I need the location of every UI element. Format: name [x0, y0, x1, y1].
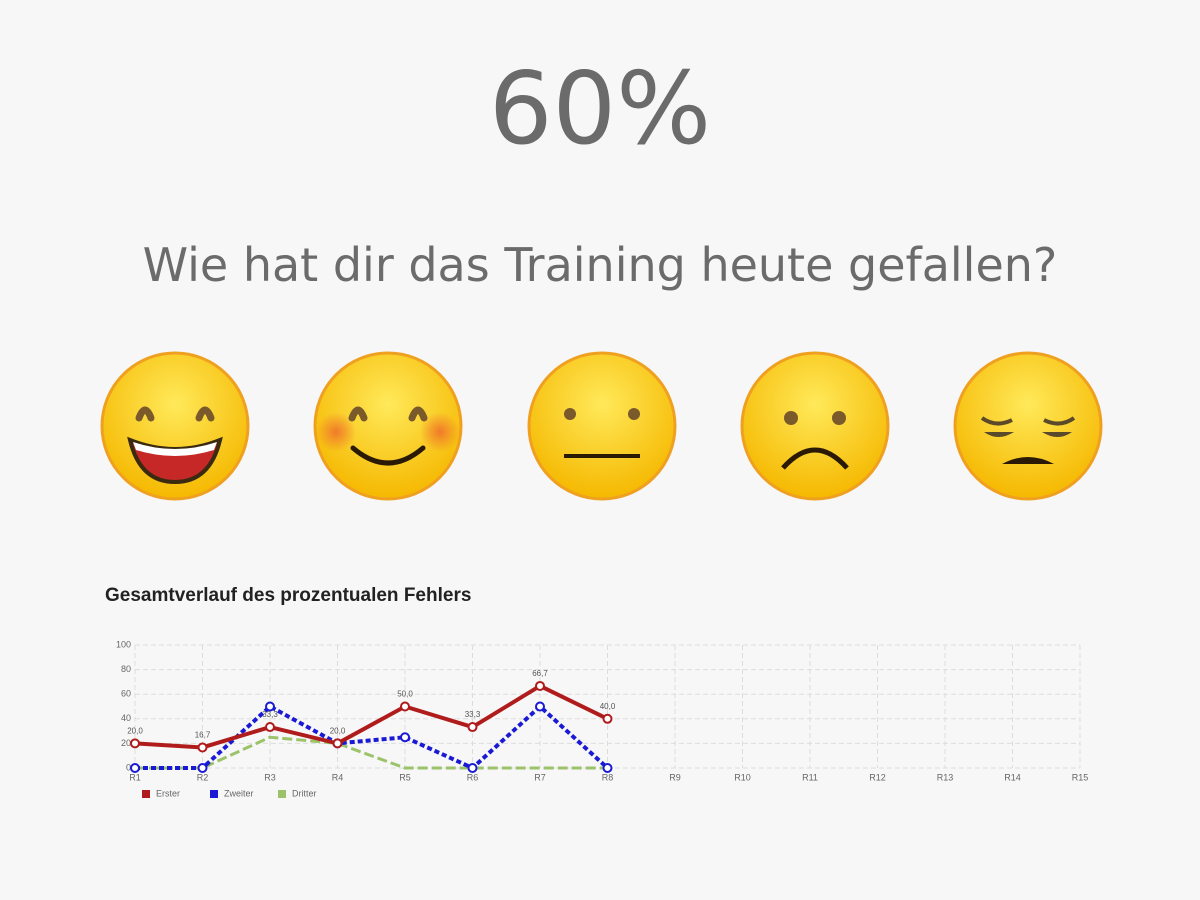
data-point [197, 763, 208, 773]
x-tick-label: R13 [937, 772, 954, 782]
data-point [265, 722, 275, 733]
data-point [467, 763, 478, 773]
data-point [467, 722, 478, 733]
x-tick-label: R10 [734, 772, 751, 782]
y-tick-label: 0 [126, 762, 131, 772]
series-line [135, 735, 608, 770]
x-tick-label: R1 [129, 772, 141, 782]
data-label: 66,7 [532, 669, 548, 678]
data-point [332, 738, 343, 749]
y-tick-label: 20 [121, 738, 131, 748]
data-label: 33,3 [262, 710, 278, 719]
y-tick-label: 60 [121, 689, 131, 699]
data-label: 20,0 [127, 727, 143, 736]
data-point [130, 738, 140, 749]
x-tick-label: R9 [669, 772, 681, 782]
x-tick-label: R8 [602, 772, 614, 782]
y-tick-label: 40 [121, 713, 131, 723]
emoji-sad[interactable] [740, 351, 890, 501]
x-tick-label: R6 [467, 772, 479, 782]
legend-swatch [210, 790, 218, 798]
score: 60% [488, 50, 712, 167]
emoji-very-happy[interactable] [100, 351, 250, 501]
legend-label: Dritter [292, 788, 317, 798]
x-tick-label: R2 [197, 772, 209, 782]
x-tick-label: R5 [399, 772, 411, 782]
data-point [265, 701, 275, 712]
series-line [135, 703, 609, 771]
data-point [535, 701, 545, 712]
legend-swatch [278, 790, 286, 798]
x-tick-label: R4 [332, 772, 344, 782]
chart: Gesamtverlauf des prozentualen Fehlers 0… [105, 585, 1089, 798]
x-tick-label: R11 [802, 772, 818, 782]
legend-swatch [142, 790, 150, 798]
emoji-happy[interactable] [313, 351, 463, 501]
data-point [535, 680, 545, 691]
legend-label: Erster [156, 788, 180, 798]
y-tick-label: 80 [121, 664, 131, 674]
data-label: 33,3 [465, 710, 481, 719]
question: Wie hat dir das Training heute gefallen? [142, 238, 1058, 292]
data-label: 40,0 [600, 702, 616, 711]
x-tick-label: R3 [264, 772, 276, 782]
y-tick-label: 100 [116, 639, 131, 649]
legend-label: Zweiter [224, 788, 254, 798]
rating-options [100, 351, 1103, 501]
data-point [400, 732, 410, 743]
chart-title: Gesamtverlauf des prozentualen Fehlers [105, 585, 471, 606]
data-point [602, 763, 613, 773]
series-line [134, 683, 609, 750]
data-point [400, 701, 410, 712]
data-label: 50,0 [397, 690, 413, 699]
emoji-neutral[interactable] [527, 351, 677, 501]
data-label: 16,7 [195, 731, 211, 740]
data-point [602, 713, 613, 724]
x-tick-label: R14 [1004, 772, 1021, 782]
data-point [197, 742, 208, 753]
emoji-disappointed[interactable] [953, 351, 1103, 501]
x-tick-label: R15 [1072, 772, 1089, 782]
data-label: 20,0 [330, 727, 346, 736]
x-tick-label: R12 [869, 772, 886, 782]
data-point [130, 763, 140, 773]
x-tick-label: R7 [534, 772, 546, 782]
